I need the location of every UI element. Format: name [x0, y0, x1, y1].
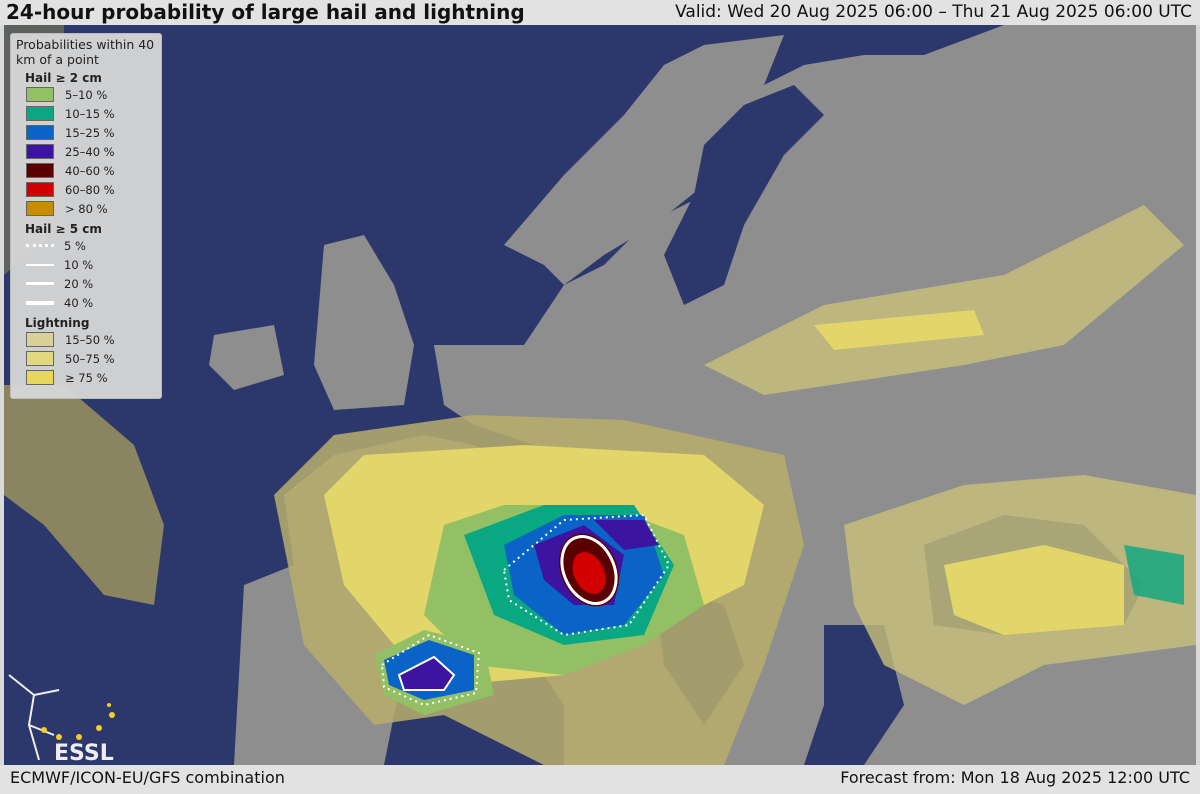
footer-bar: ECMWF/ICON-EU/GFS combination Forecast f… [0, 765, 1200, 794]
legend-label: > 80 % [65, 201, 108, 216]
legend-label: 5 % [64, 238, 86, 253]
map-area: ESSL [4, 25, 1196, 765]
model-source: ECMWF/ICON-EU/GFS combination [10, 768, 285, 787]
legend-line [26, 282, 54, 285]
legend-swatch [26, 144, 54, 159]
legend-hail5-title: Hail ≥ 5 cm [25, 222, 102, 236]
legend-heading: Probabilities within 40 km of a point [16, 37, 155, 67]
legend-item: 5 % [26, 236, 161, 255]
legend-line [26, 300, 54, 305]
logo-text: ESSL [54, 741, 114, 765]
legend-item: 60–80 % [26, 180, 161, 199]
legend-line [26, 244, 54, 247]
legend-swatch [26, 370, 54, 385]
legend-hail2-title: Hail ≥ 2 cm [25, 71, 102, 85]
legend-item: 50–75 % [26, 349, 161, 368]
legend-swatch [26, 201, 54, 216]
legend-label: ≥ 75 % [65, 370, 108, 385]
legend-label: 40–60 % [65, 163, 115, 178]
legend-label: 15–50 % [65, 332, 115, 347]
legend-label: 60–80 % [65, 182, 115, 197]
legend-item: ≥ 75 % [26, 368, 161, 387]
legend-item: 20 % [26, 274, 161, 293]
legend-swatch [26, 182, 54, 197]
legend-label: 5–10 % [65, 87, 108, 102]
legend-swatch [26, 106, 54, 121]
legend-label: 40 % [64, 295, 94, 310]
legend-item: 10–15 % [26, 104, 161, 123]
legend-item: 25–40 % [26, 142, 161, 161]
legend-lightning-title: Lightning [25, 316, 90, 330]
legend-item: 15–25 % [26, 123, 161, 142]
legend-label: 20 % [64, 276, 94, 291]
legend-label: 50–75 % [65, 351, 115, 366]
legend-line [26, 263, 54, 266]
legend-item: 10 % [26, 255, 161, 274]
legend-item: 5–10 % [26, 85, 161, 104]
legend-item: 40–60 % [26, 161, 161, 180]
forecast-time: Forecast from: Mon 18 Aug 2025 12:00 UTC [840, 768, 1190, 787]
header-bar: 24-hour probability of large hail and li… [0, 0, 1200, 25]
legend-swatch [26, 163, 54, 178]
legend-item: 40 % [26, 293, 161, 312]
hail-areas [374, 505, 1184, 715]
essl-logo: ESSL [4, 665, 134, 765]
legend-swatch [26, 332, 54, 347]
valid-period: Valid: Wed 20 Aug 2025 06:00 – Thu 21 Au… [675, 2, 1192, 22]
legend-swatch [26, 125, 54, 140]
legend-item: > 80 % [26, 199, 161, 218]
map-canvas [4, 25, 1196, 765]
legend-label: 10 % [64, 257, 94, 272]
legend-label: 25–40 % [65, 144, 115, 159]
legend-item: 15–50 % [26, 330, 161, 349]
map-title: 24-hour probability of large hail and li… [6, 0, 525, 24]
legend: Probabilities within 40 km of a point Ha… [10, 33, 162, 399]
legend-label: 15–25 % [65, 125, 115, 140]
legend-swatch [26, 351, 54, 366]
legend-label: 10–15 % [65, 106, 115, 121]
legend-swatch [26, 87, 54, 102]
